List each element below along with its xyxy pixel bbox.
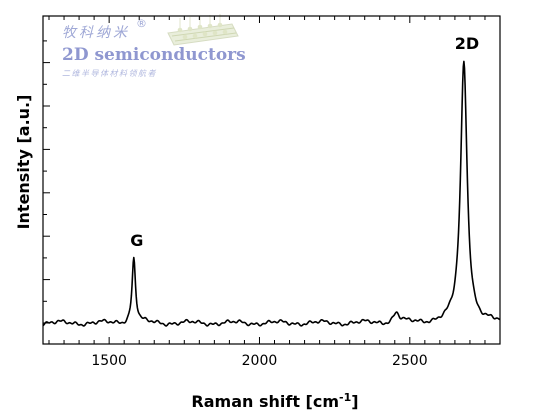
- x-axis-title-superscript: -1: [339, 391, 351, 404]
- x-tick-label: 2000: [242, 353, 278, 369]
- x-axis-ticks: [48, 16, 486, 344]
- x-axis-title-text: Raman shift [cm: [191, 392, 339, 411]
- watermark-brand-en: 2D semiconductors: [62, 45, 246, 65]
- x-tick-label: 2500: [392, 353, 428, 369]
- y-axis-title: Intensity [a.u.]: [14, 95, 33, 230]
- y-axis-ticks: [43, 40, 50, 324]
- watermark-registered-mark: ®: [136, 17, 147, 30]
- watermark-brand-cn: 牧科纳米: [62, 25, 130, 41]
- x-axis-title: Raman shift [cm-1]: [191, 391, 358, 411]
- watermark-logo-icon: [167, 14, 239, 46]
- peak-label-g: G: [130, 231, 143, 250]
- peak-label-2d: 2D: [455, 34, 479, 53]
- spectrum-line: [42, 60, 501, 327]
- watermark: 牧科纳米 ® 2D semiconductors 二维半导体材料领航者: [62, 14, 246, 78]
- x-axis-title-close: ]: [351, 392, 358, 411]
- x-axis-tick-labels: 1500 2000 2500: [91, 353, 427, 369]
- peak-labels: G 2D: [130, 34, 479, 250]
- x-tick-label: 1500: [91, 353, 127, 369]
- plot-frame: [42, 15, 501, 345]
- watermark-tagline-cn: 二维半导体材料领航者: [62, 69, 157, 78]
